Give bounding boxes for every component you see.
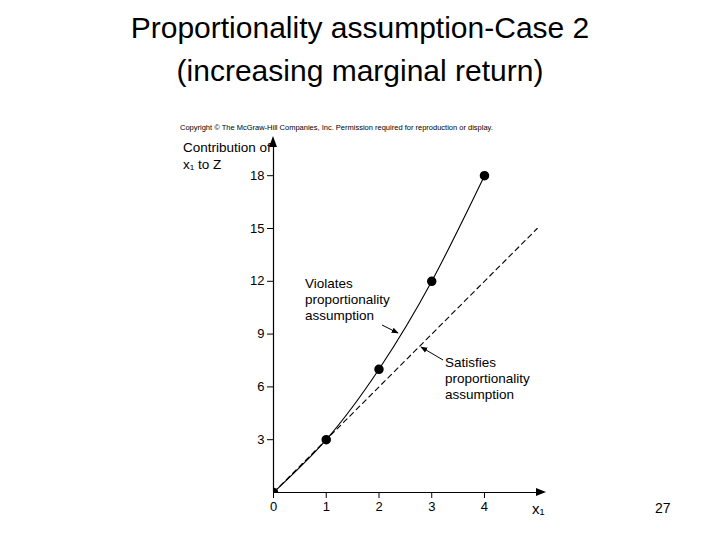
svg-text:3: 3	[428, 499, 435, 514]
svg-text:15: 15	[250, 221, 264, 236]
svg-text:2: 2	[375, 499, 382, 514]
html-text:Contribution of x₁ to Z: Contribution of x₁ to Z	[183, 140, 271, 172]
html-text:Proportionality assumption-Cas: Proportionality assumption-Case 2	[130, 11, 590, 44]
svg-text:1: 1	[323, 499, 330, 514]
html-text:x₁: x₁	[532, 500, 545, 517]
svg-text:12: 12	[250, 273, 264, 288]
svg-text:9: 9	[257, 326, 264, 341]
svg-text:4: 4	[481, 499, 488, 514]
svg-text:3: 3	[257, 432, 264, 447]
svg-text:6: 6	[257, 379, 264, 394]
html-text:Satisfies proportionality assu: Satisfies proportionality assumption	[445, 355, 530, 402]
html-text:Violates proportionality assum: Violates proportionality assumption	[305, 276, 390, 323]
svg-text:18: 18	[250, 168, 264, 183]
html-text:27: 27	[655, 500, 671, 516]
html-text:(increasing marginal return): (increasing marginal return)	[176, 54, 544, 87]
svg-text:0: 0	[270, 499, 277, 514]
html-text:Copyright © The McGraw-Hill Co: Copyright © The McGraw-Hill Companies, I…	[180, 123, 493, 132]
